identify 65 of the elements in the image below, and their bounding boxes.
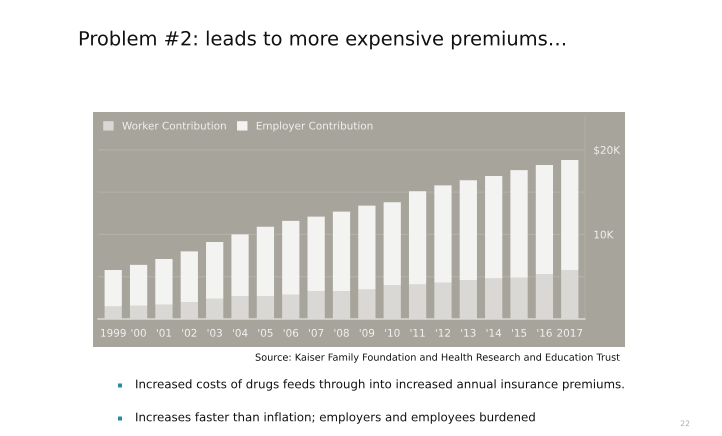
- x-tick-label: '00: [132, 328, 146, 337]
- bar: [384, 202, 401, 286]
- bar: [332, 212, 350, 292]
- legend-label: Worker Contribution: [122, 122, 226, 130]
- x-tick-label: '15: [512, 329, 526, 337]
- bar: [180, 251, 198, 302]
- x-tick-label: '04: [232, 328, 248, 337]
- bar: [561, 270, 578, 319]
- bar: [408, 284, 426, 319]
- bar: [561, 160, 578, 270]
- bar: [460, 180, 477, 280]
- x-tick-label: '12: [436, 328, 450, 337]
- bar: [536, 274, 554, 319]
- legend-label: Employer Contribution: [256, 122, 372, 132]
- bar: [231, 296, 249, 319]
- bar: [308, 216, 325, 292]
- x-tick-label: 1999: [101, 328, 126, 337]
- bar: [256, 296, 274, 319]
- bar: [180, 302, 198, 319]
- bar: [130, 305, 148, 319]
- x-tick-label: '06: [284, 328, 298, 337]
- text: Increases faster than inflation; employers and employees burdened: [136, 412, 535, 424]
- x-tick-label: '10: [385, 328, 400, 337]
- bar: [155, 304, 173, 319]
- text: Increased costs of drugs feeds through into increased annual insurance premiums.: [136, 379, 624, 391]
- bar: [308, 291, 325, 319]
- bar: [536, 165, 554, 274]
- bar: [155, 258, 173, 305]
- bar: [104, 270, 122, 306]
- x-tick-label: '03: [208, 328, 222, 337]
- bar: [206, 242, 224, 299]
- x-tick-label: '13: [461, 328, 476, 337]
- y-tick-label: $20K: [594, 146, 620, 156]
- bar: [460, 280, 477, 319]
- bar: [231, 234, 249, 296]
- bar: [510, 278, 528, 319]
- bar: [282, 294, 300, 319]
- x-tick-label: '01: [156, 328, 172, 337]
- bar: [206, 298, 224, 319]
- x-tick-label: '14: [486, 329, 502, 337]
- bar: [332, 291, 350, 319]
- x-tick-label: '11: [410, 329, 425, 337]
- x-tick-label: '02: [182, 328, 196, 337]
- x-tick-label: '09: [360, 328, 374, 337]
- bar: [104, 306, 122, 319]
- bar: [434, 185, 452, 283]
- x-tick-label: '08: [334, 328, 349, 337]
- bar: [408, 191, 426, 284]
- bar: [485, 176, 502, 278]
- source-note: Source: Kaiser Family Foundation and Health Research and Education Trust: [256, 353, 620, 363]
- x-tick-label: '05: [258, 328, 273, 337]
- bar: [485, 278, 502, 319]
- chart-title: Problem #2: leads to more expensive premiums…: [80, 30, 565, 50]
- y-tick-label: 10K: [594, 230, 614, 239]
- x-tick-label: 2017: [557, 328, 582, 337]
- bar: [358, 206, 376, 290]
- bar: [130, 264, 148, 306]
- x-tick-label: '16: [537, 328, 552, 337]
- bar: [256, 226, 274, 296]
- bar: [384, 285, 401, 319]
- bar: [358, 289, 376, 319]
- bar: [282, 220, 300, 294]
- x-tick-label: '07: [309, 328, 324, 337]
- bar: [510, 170, 528, 278]
- bar: [434, 282, 452, 319]
